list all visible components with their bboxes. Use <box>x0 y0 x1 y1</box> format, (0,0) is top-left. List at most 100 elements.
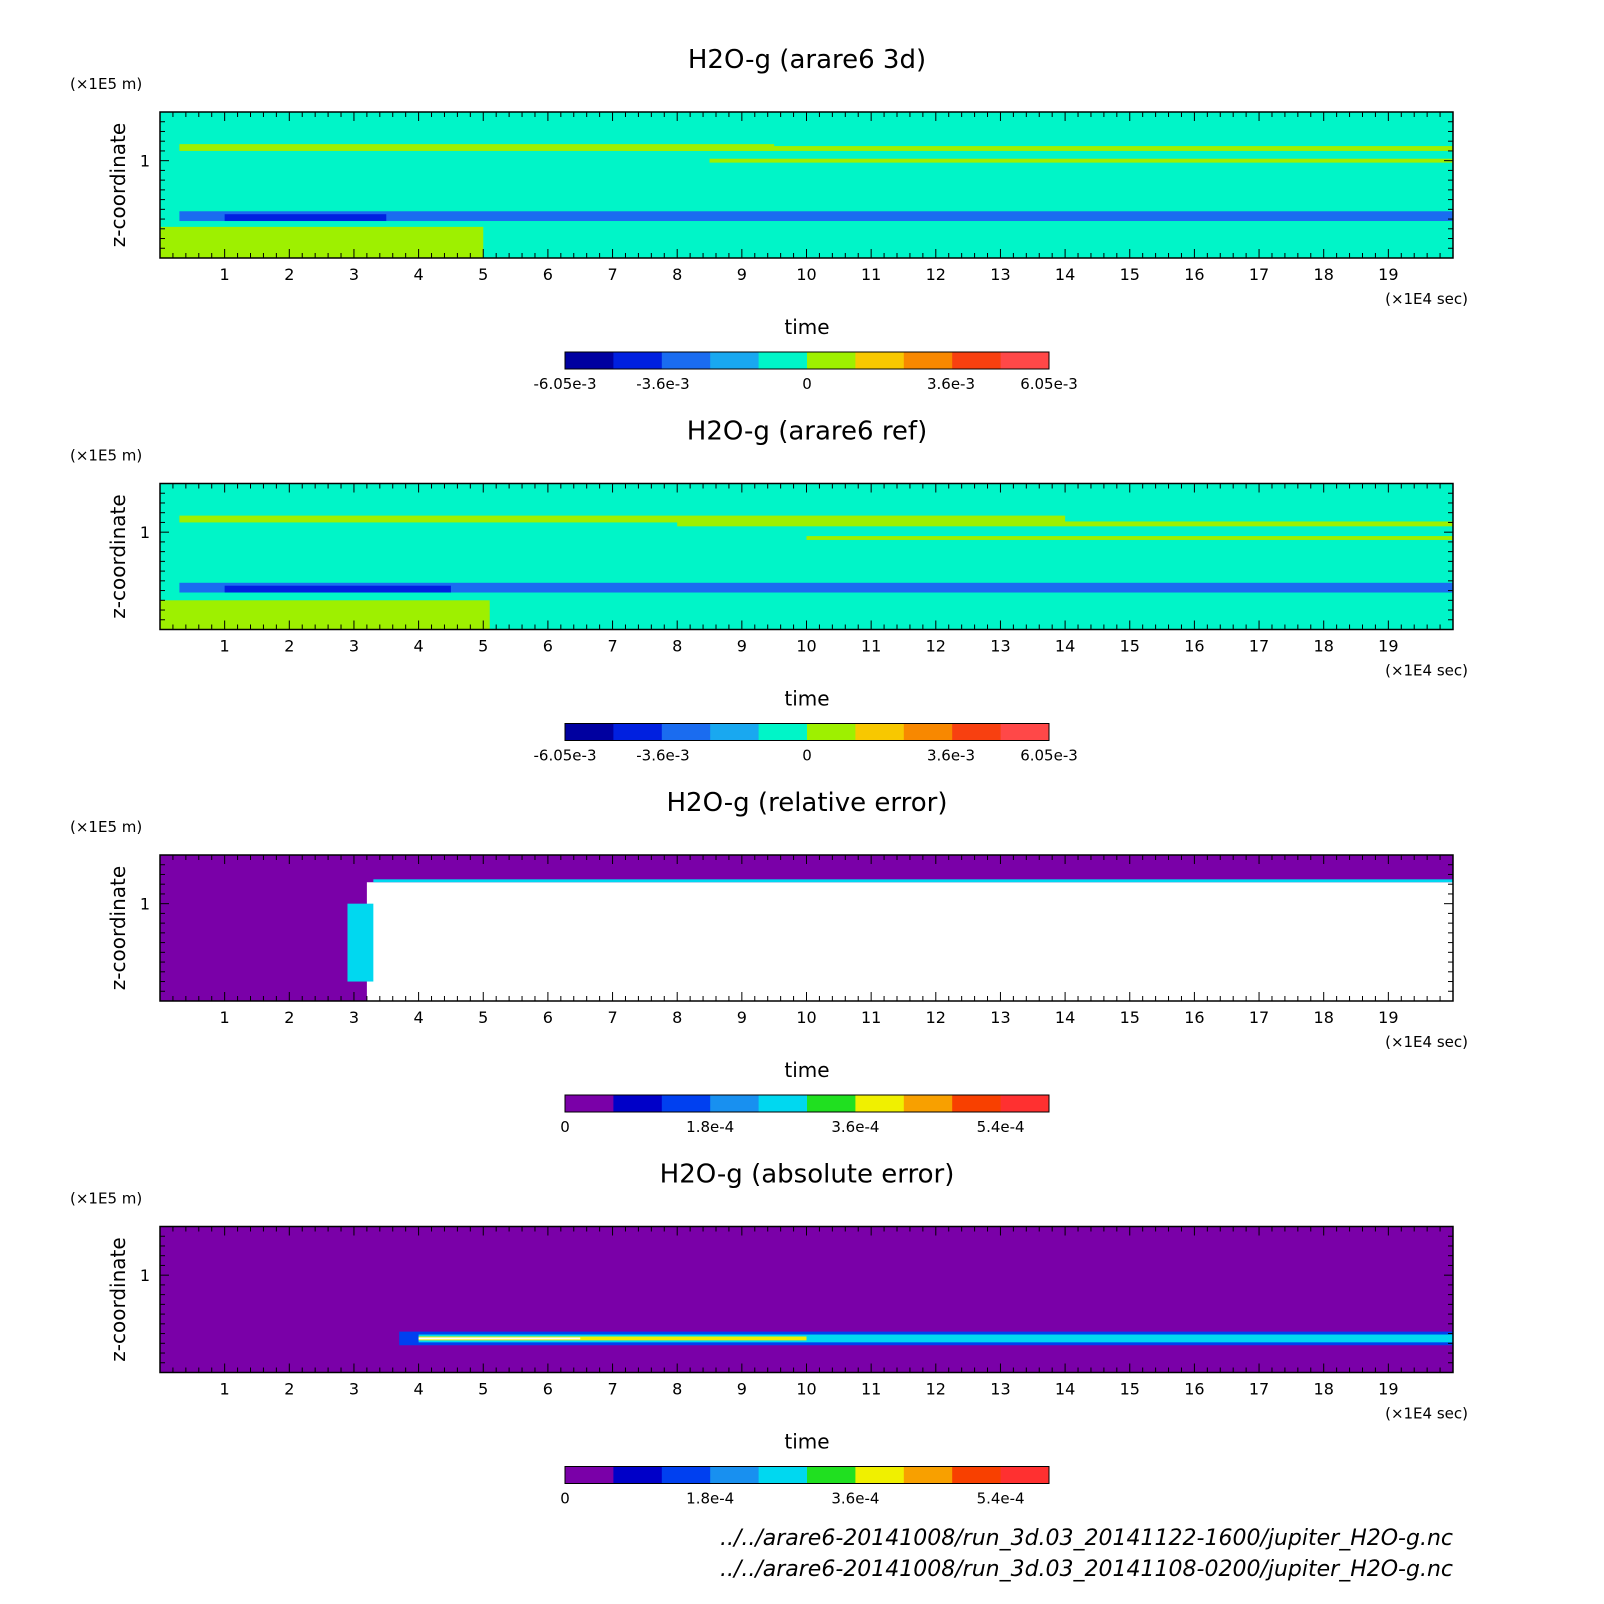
x-tick-label: 4 <box>414 1008 424 1027</box>
x-tick-label: 8 <box>672 1380 682 1399</box>
x-axis-label: time <box>784 687 829 711</box>
z-axis-unit: (×1E5 m) <box>70 75 142 93</box>
x-tick-label: 5 <box>478 1380 488 1399</box>
colorbar-segment <box>661 352 711 369</box>
x-tick-label: 9 <box>737 265 747 284</box>
colorbar-segment <box>758 1095 808 1112</box>
colorbar-tick-label: -6.05e-3 <box>534 747 597 765</box>
colorbar-segment <box>855 352 905 369</box>
heatmap-region <box>347 903 374 982</box>
colorbar-segment <box>758 352 808 369</box>
x-tick-label: 1 <box>220 637 230 656</box>
x-tick-label: 15 <box>1120 265 1140 284</box>
colorbar-tick-label: 6.05e-3 <box>1020 375 1078 393</box>
heatmap-field <box>160 1226 1453 1373</box>
colorbar-segment <box>952 1466 1002 1484</box>
colorbar: -6.05e-3 -3.6e-3 0 3.6e-3 6.05e-3 <box>534 723 1078 765</box>
colorbar-segment <box>807 723 856 741</box>
x-tick-label: 14 <box>1055 265 1075 284</box>
x-tick-label: 17 <box>1249 1380 1269 1399</box>
x-tick-label: 7 <box>607 1008 617 1027</box>
x-tick-label: 5 <box>478 265 488 284</box>
x-tick-label: 10 <box>796 265 816 284</box>
footer-source-file-2: ../../arare6-20141008/run_3d.03_20141108… <box>720 1557 1453 1582</box>
colorbar-segment <box>613 1466 663 1484</box>
colorbar-segment <box>807 1095 856 1112</box>
colorbar-segment <box>952 352 1002 369</box>
colorbar-segment <box>1000 1466 1050 1484</box>
x-tick-label: 12 <box>926 265 946 284</box>
x-tick-label: 13 <box>990 1008 1010 1027</box>
time-axis-unit: (×1E4 sec) <box>1385 1405 1468 1423</box>
x-tick-label: 2 <box>284 1380 294 1399</box>
heatmap-region <box>709 158 1453 163</box>
colorbar-tick-label: 5.4e-4 <box>977 1490 1025 1508</box>
x-tick-label: 18 <box>1314 1008 1334 1027</box>
colorbar: 0 1.8e-4 3.6e-4 5.4e-4 <box>560 1094 1050 1136</box>
x-tick-label: 1 <box>220 1380 230 1399</box>
x-tick-label: 14 <box>1055 637 1075 656</box>
x-tick-label: 2 <box>284 1008 294 1027</box>
z-axis-unit: (×1E5 m) <box>70 447 142 465</box>
x-tick-label: 1 <box>220 1008 230 1027</box>
x-tick-label: 11 <box>861 265 881 284</box>
x-tick-label: 3 <box>349 1380 359 1399</box>
y-tick-label: 1 <box>140 895 150 914</box>
x-tick-label: 17 <box>1249 1008 1269 1027</box>
colorbar-segment <box>758 723 808 741</box>
x-tick-label: 14 <box>1055 1008 1075 1027</box>
chart-panel-4: H2O-g (absolute error)(×1E5 m)1 2 3 4 5 6 7 8 9 1… <box>70 1160 1468 1508</box>
heatmap-region <box>160 1226 1453 1373</box>
colorbar-tick-label: 3.6e-4 <box>831 1490 879 1508</box>
x-tick-label: 15 <box>1120 637 1140 656</box>
x-tick-label: 13 <box>990 1380 1010 1399</box>
heatmap-region <box>366 882 1453 1001</box>
x-tick-label: 1 <box>220 265 230 284</box>
x-axis-label: time <box>784 1058 829 1082</box>
x-tick-label: 7 <box>607 265 617 284</box>
colorbar-segment <box>661 1466 711 1484</box>
x-axis-label: time <box>784 1430 829 1454</box>
colorbar-segment <box>807 352 856 369</box>
x-tick-label: 19 <box>1378 637 1398 656</box>
x-tick-label: 2 <box>284 265 294 284</box>
x-tick-label: 10 <box>796 637 816 656</box>
y-axis-label: z-coordinate <box>106 123 130 247</box>
colorbar-tick-label: 0 <box>560 1118 570 1136</box>
heatmap-region <box>625 146 1453 151</box>
heatmap-region <box>179 144 775 151</box>
colorbar-segment <box>661 723 711 741</box>
y-axis-label: z-coordinate <box>106 866 130 990</box>
x-tick-label: 9 <box>737 1380 747 1399</box>
y-tick-label: 1 <box>140 152 150 171</box>
x-tick-label: 19 <box>1378 265 1398 284</box>
colorbar-segment <box>710 1466 760 1484</box>
x-tick-label: 12 <box>926 637 946 656</box>
colorbar-segment <box>613 352 663 369</box>
x-tick-label: 7 <box>607 637 617 656</box>
heatmap-region <box>179 515 1066 523</box>
colorbar-segment <box>952 1095 1002 1112</box>
time-axis-unit: (×1E4 sec) <box>1385 1033 1468 1051</box>
x-tick-label: 19 <box>1378 1380 1398 1399</box>
x-tick-label: 2 <box>284 637 294 656</box>
x-tick-label: 16 <box>1184 1008 1204 1027</box>
x-tick-label: 16 <box>1184 637 1204 656</box>
colorbar-tick-label: 3.6e-3 <box>927 747 975 765</box>
x-tick-label: 10 <box>796 1008 816 1027</box>
time-axis-unit: (×1E4 sec) <box>1385 290 1468 308</box>
colorbar-frame <box>564 723 1050 741</box>
x-tick-label: 6 <box>543 637 553 656</box>
colorbar-tick-label: 3.6e-3 <box>927 375 975 393</box>
x-tick-label: 11 <box>861 1008 881 1027</box>
y-axis-label: z-coordinate <box>106 494 130 618</box>
colorbar-segment <box>1000 723 1050 741</box>
colorbar-segment <box>1000 352 1050 369</box>
colorbar-segment <box>565 723 614 741</box>
heatmap-region <box>224 214 387 222</box>
x-tick-label: 8 <box>672 265 682 284</box>
chart-title: H2O-g (relative error) <box>667 788 948 818</box>
x-tick-label: 12 <box>926 1380 946 1399</box>
x-tick-label: 16 <box>1184 1380 1204 1399</box>
